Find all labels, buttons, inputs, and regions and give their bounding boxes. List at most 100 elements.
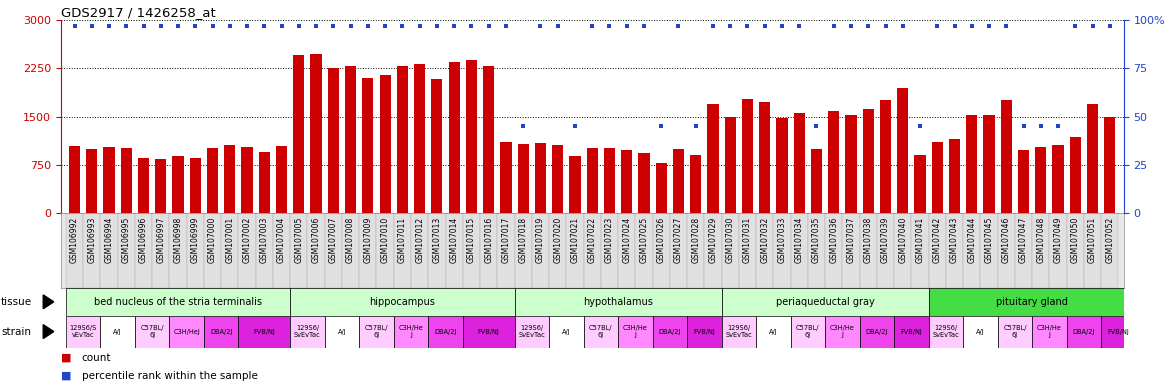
Point [1100, 23, 1119, 29]
Text: GSM107038: GSM107038 [864, 217, 872, 263]
Bar [708, 104, 718, 213]
Text: DBA/2J: DBA/2J [434, 329, 457, 334]
Bar [342, 213, 360, 288]
Text: GSM107025: GSM107025 [639, 217, 648, 263]
Bar [635, 213, 653, 288]
Bar [653, 213, 669, 288]
Text: GSM107030: GSM107030 [725, 217, 735, 263]
Text: GSM107049: GSM107049 [1054, 217, 1063, 263]
Bar [722, 213, 739, 288]
Bar [345, 66, 356, 213]
Text: hypothalamus: hypothalamus [583, 297, 653, 307]
Point [756, 23, 774, 29]
Point [842, 23, 861, 29]
Text: FVB/NJ: FVB/NJ [253, 329, 276, 334]
Text: GSM107046: GSM107046 [1002, 217, 1010, 263]
Bar [155, 159, 166, 213]
Point [548, 23, 566, 29]
Bar [204, 213, 221, 288]
Bar [929, 288, 1135, 316]
Bar [397, 66, 408, 213]
Bar [273, 213, 290, 288]
Text: FVB/NJ: FVB/NJ [694, 329, 715, 334]
Point [738, 23, 757, 29]
Bar [515, 288, 722, 316]
Bar [484, 66, 494, 213]
Point [410, 23, 429, 29]
Text: ■: ■ [61, 353, 71, 363]
Bar [895, 316, 929, 348]
Text: C3H/He
J: C3H/He J [398, 325, 424, 338]
Bar [480, 213, 498, 288]
Bar [445, 213, 463, 288]
Point [117, 23, 135, 29]
Bar [169, 316, 204, 348]
Bar [65, 316, 100, 348]
Point [514, 123, 533, 129]
Text: DBA/2J: DBA/2J [865, 329, 888, 334]
Bar [756, 213, 773, 288]
Bar [1066, 316, 1101, 348]
Bar [1087, 104, 1098, 213]
Bar [221, 213, 238, 288]
Text: DBA/2J: DBA/2J [659, 329, 681, 334]
Bar [276, 146, 287, 213]
Point [634, 23, 653, 29]
Text: DBA/2J: DBA/2J [210, 329, 232, 334]
Text: GSM106993: GSM106993 [88, 217, 96, 263]
Text: A/J: A/J [338, 329, 346, 334]
Point [876, 23, 895, 29]
Bar [911, 213, 929, 288]
Bar [86, 149, 97, 213]
Point [83, 23, 102, 29]
Text: GSM107015: GSM107015 [467, 217, 475, 263]
Bar [880, 100, 891, 213]
Point [703, 23, 722, 29]
Text: 129S6/
SvEvTac: 129S6/ SvEvTac [294, 325, 321, 338]
Bar [791, 213, 808, 288]
Point [341, 23, 360, 29]
Bar [466, 60, 477, 213]
Bar [895, 213, 911, 288]
Point [687, 123, 705, 129]
Point [807, 123, 826, 129]
Bar [877, 213, 895, 288]
Point [152, 23, 171, 29]
Text: GDS2917 / 1426258_at: GDS2917 / 1426258_at [61, 6, 215, 19]
Text: GSM107021: GSM107021 [570, 217, 579, 263]
Bar [311, 54, 321, 213]
Point [99, 23, 118, 29]
Text: hippocampus: hippocampus [369, 297, 436, 307]
Bar [808, 213, 825, 288]
Bar [431, 79, 443, 213]
Bar [621, 150, 632, 213]
Text: GSM107011: GSM107011 [398, 217, 406, 263]
Text: GSM106992: GSM106992 [70, 217, 79, 263]
Bar [997, 316, 1033, 348]
Bar [739, 213, 756, 288]
Bar [742, 99, 753, 213]
Bar [983, 115, 995, 213]
Point [772, 23, 791, 29]
Bar [517, 144, 529, 213]
Text: GSM106996: GSM106996 [139, 217, 148, 263]
Text: C3H/He
J: C3H/He J [830, 325, 855, 338]
Text: GSM107042: GSM107042 [933, 217, 941, 263]
Text: GSM107014: GSM107014 [450, 217, 459, 263]
Point [427, 23, 446, 29]
Text: FVB/NJ: FVB/NJ [901, 329, 923, 334]
Bar [411, 213, 429, 288]
Point [790, 23, 808, 29]
Bar [449, 63, 460, 213]
Text: C3H/He
J: C3H/He J [623, 325, 648, 338]
Text: GSM107034: GSM107034 [794, 217, 804, 263]
Bar [535, 143, 545, 213]
Point [565, 123, 584, 129]
Bar [413, 64, 425, 213]
Text: GSM107045: GSM107045 [985, 217, 994, 263]
Text: GSM107031: GSM107031 [743, 217, 752, 263]
Bar [100, 213, 118, 288]
Bar [187, 213, 204, 288]
Bar [584, 213, 600, 288]
Bar [842, 213, 860, 288]
